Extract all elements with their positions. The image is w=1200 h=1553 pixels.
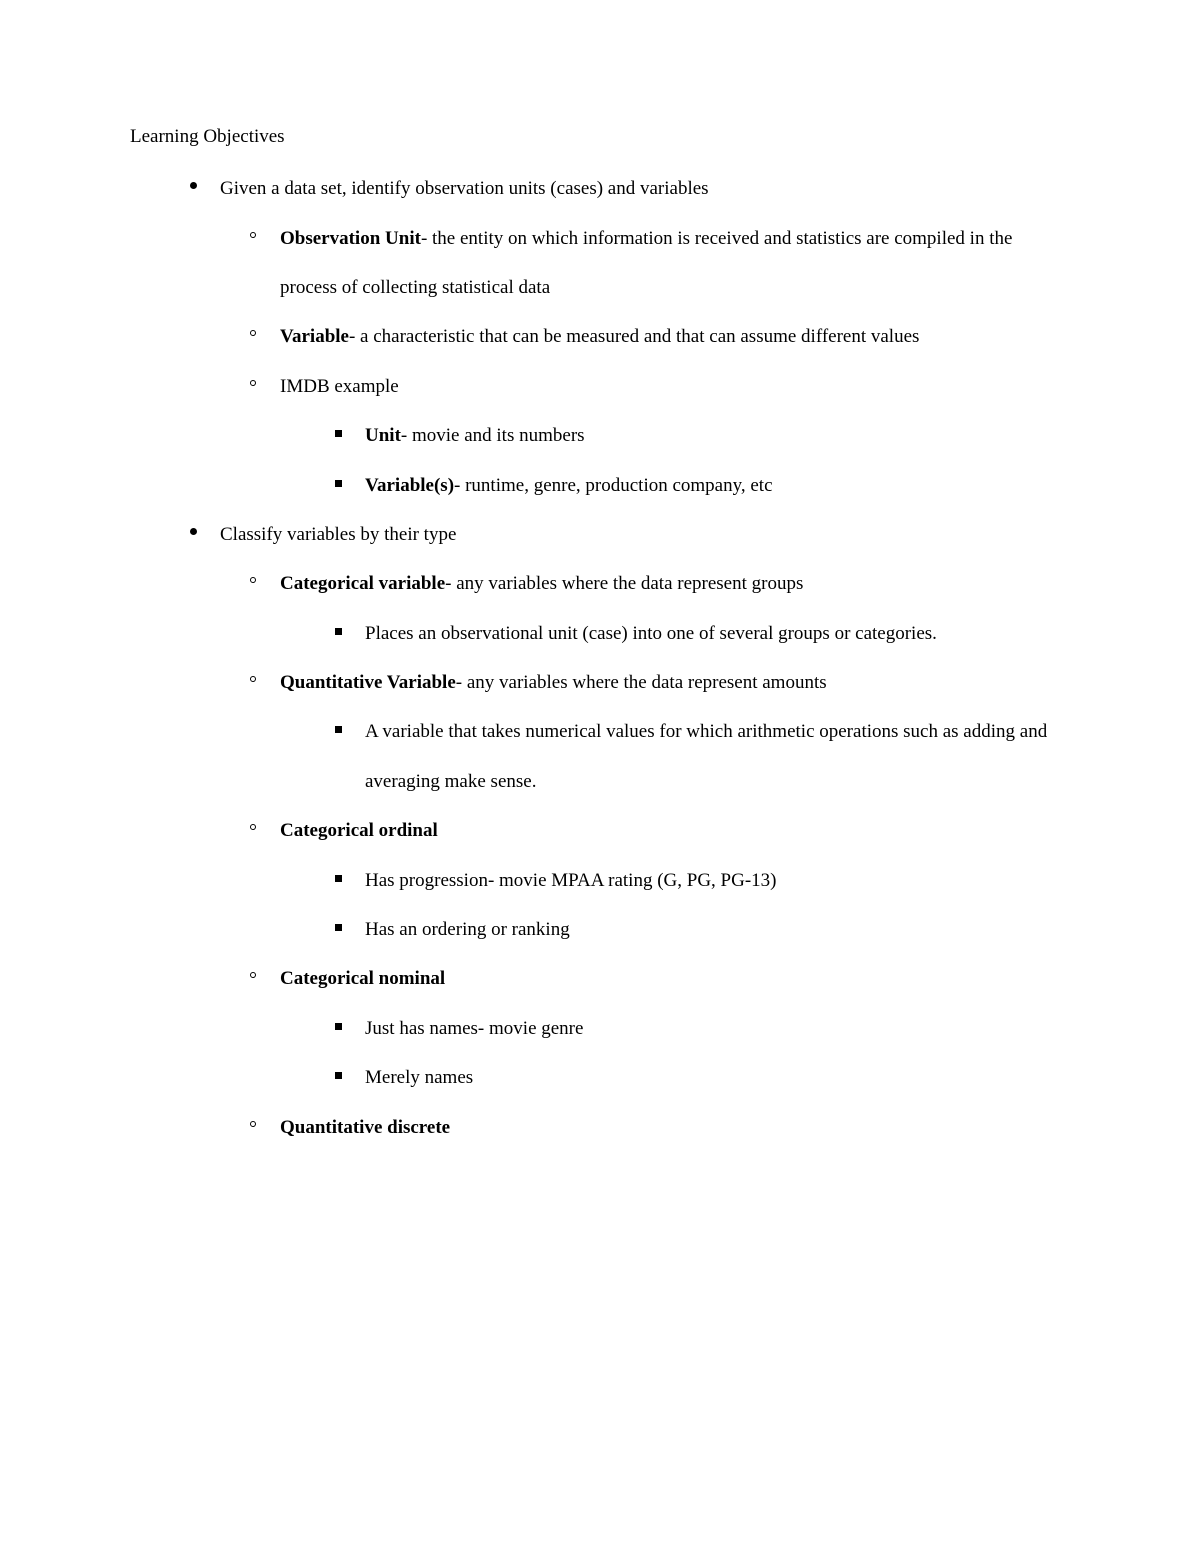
item-text: Places an observational unit (case) into… [365, 623, 937, 644]
item-text: A variable that takes numerical values f… [365, 721, 1047, 791]
list-item: Has an ordering or ranking [335, 905, 1070, 954]
item-text: Given a data set, identify observation u… [220, 178, 709, 199]
item-text: Has an ordering or ranking [365, 919, 570, 940]
list-item: Classify variables by their type Categor… [190, 510, 1070, 1152]
list-item: Categorical ordinal Has progression- mov… [250, 806, 1070, 954]
list-item: IMDB example Unit- movie and its numbers… [250, 362, 1070, 510]
term: Variable [280, 326, 349, 347]
list-item: Observation Unit- the entity on which in… [250, 214, 1070, 313]
list-item: Just has names- movie genre [335, 1004, 1070, 1053]
outline-level-3: A variable that takes numerical values f… [280, 707, 1070, 806]
list-item: Variable- a characteristic that can be m… [250, 312, 1070, 361]
document-title: Learning Objectives [130, 120, 1070, 154]
outline-level-3: Unit- movie and its numbers Variable(s)-… [280, 411, 1070, 510]
list-item: Places an observational unit (case) into… [335, 609, 1070, 658]
item-text: IMDB example [280, 376, 399, 397]
outline-level-2: Observation Unit- the entity on which in… [220, 214, 1070, 510]
term: Variable(s) [365, 475, 454, 496]
outline-level-1: Given a data set, identify observation u… [130, 164, 1070, 1152]
list-item: Has progression- movie MPAA rating (G, P… [335, 856, 1070, 905]
list-item: Quantitative discrete [250, 1103, 1070, 1152]
term: Quantitative discrete [280, 1117, 450, 1138]
outline-level-3: Just has names- movie genre Merely names [280, 1004, 1070, 1103]
list-item: A variable that takes numerical values f… [335, 707, 1070, 806]
term: Categorical variable [280, 573, 445, 594]
list-item: Quantitative Variable- any variables whe… [250, 658, 1070, 806]
list-item: Unit- movie and its numbers [335, 411, 1070, 460]
item-text: Just has names- movie genre [365, 1018, 583, 1039]
term: Categorical nominal [280, 968, 445, 989]
term: Categorical ordinal [280, 820, 438, 841]
item-text: Has progression- movie MPAA rating (G, P… [365, 870, 776, 891]
list-item: Given a data set, identify observation u… [190, 164, 1070, 510]
outline-level-2: Categorical variable- any variables wher… [220, 559, 1070, 1152]
list-item: Merely names [335, 1053, 1070, 1102]
definition: - any variables where the data represent… [456, 672, 827, 693]
definition: - movie and its numbers [401, 425, 585, 446]
term: Quantitative Variable [280, 672, 456, 693]
outline-level-3: Has progression- movie MPAA rating (G, P… [280, 856, 1070, 955]
definition: - any variables where the data represent… [445, 573, 803, 594]
item-text: Classify variables by their type [220, 524, 456, 545]
definition: - runtime, genre, production company, et… [454, 475, 773, 496]
list-item: Categorical variable- any variables wher… [250, 559, 1070, 658]
outline-level-3: Places an observational unit (case) into… [280, 609, 1070, 658]
item-text: Merely names [365, 1067, 473, 1088]
term: Unit [365, 425, 401, 446]
list-item: Categorical nominal Just has names- movi… [250, 954, 1070, 1102]
list-item: Variable(s)- runtime, genre, production … [335, 461, 1070, 510]
term: Observation Unit [280, 228, 421, 249]
definition: - a characteristic that can be measured … [349, 326, 919, 347]
